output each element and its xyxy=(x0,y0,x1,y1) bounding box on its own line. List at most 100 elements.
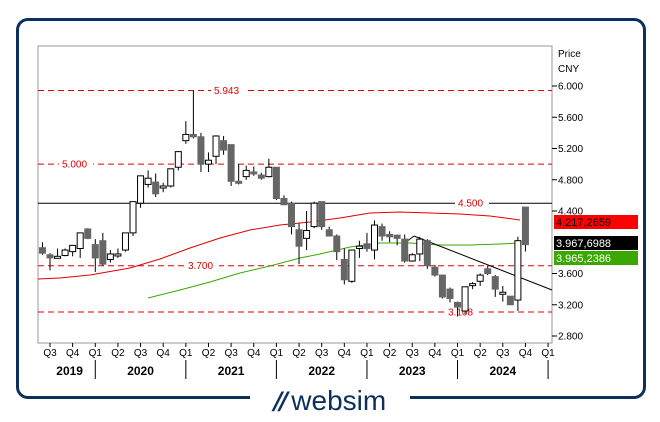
value-tag: 3.965,2386 xyxy=(554,251,638,265)
candle xyxy=(393,234,401,246)
candle xyxy=(416,236,424,261)
candle xyxy=(287,201,295,235)
level-line: 5.000 xyxy=(38,159,552,171)
value-tag: 3.967,6988 xyxy=(554,236,638,250)
candle xyxy=(69,244,77,257)
candle xyxy=(265,158,273,178)
candle xyxy=(212,135,220,165)
svg-text:3.965,2386: 3.965,2386 xyxy=(556,253,611,265)
value-tag: 4.217,2659 xyxy=(554,215,638,229)
trendline xyxy=(413,235,553,291)
candle xyxy=(182,121,190,144)
candle xyxy=(401,234,409,263)
candle xyxy=(446,287,454,303)
quarter-label: Q4 xyxy=(66,348,80,359)
candle xyxy=(167,168,175,188)
candle xyxy=(76,232,84,258)
quarter-label: Q3 xyxy=(134,348,148,359)
y-tick-label: 4.800 xyxy=(558,175,583,186)
year-label: 2021 xyxy=(218,364,245,378)
quarter-label: Q2 xyxy=(111,348,125,359)
plot-area xyxy=(37,45,553,344)
candle xyxy=(189,90,197,139)
quarter-label: Q1 xyxy=(451,348,465,359)
candle xyxy=(242,165,250,180)
x-axis: Q3 Q4 Q1 Q2 Q3 Q4 Q1 Q2 Q3 Q4 Q1 Q2 Q3 Q4 Q1 Q2 Q3 Q4 Q1 Q2… xyxy=(43,343,555,379)
candle xyxy=(144,170,152,188)
quarter-label: Q1 xyxy=(270,348,284,359)
quarter-label: Q4 xyxy=(428,348,442,359)
candle xyxy=(295,223,303,265)
year-label: 2019 xyxy=(56,364,83,378)
level-line: 3.700 xyxy=(38,260,552,272)
candle xyxy=(174,151,182,171)
candle xyxy=(220,136,228,155)
candle xyxy=(363,232,371,252)
level-label: 3.108 xyxy=(448,307,473,318)
candle xyxy=(521,206,529,252)
candle xyxy=(91,239,99,272)
candle xyxy=(152,173,160,197)
level-line: 5.943 xyxy=(38,85,552,97)
level-line: 3.108 xyxy=(38,306,552,318)
candle xyxy=(499,286,507,302)
long-ma-line xyxy=(37,211,521,280)
y-tick-label: 5.600 xyxy=(558,113,583,124)
candle xyxy=(114,248,122,258)
candle xyxy=(84,228,92,240)
candle xyxy=(484,265,492,276)
candle xyxy=(491,275,499,297)
svg-text:4.217,2659: 4.217,2659 xyxy=(556,217,611,229)
candle xyxy=(454,301,462,317)
candle xyxy=(227,144,235,186)
candle xyxy=(469,282,477,290)
candle xyxy=(408,253,416,262)
quarter-label: Q1 xyxy=(179,348,193,359)
quarter-label: Q2 xyxy=(292,348,306,359)
candle xyxy=(129,201,137,236)
year-label: 2023 xyxy=(399,364,426,378)
quarter-label: Q1 xyxy=(89,348,103,359)
quarter-label: Q1 xyxy=(360,348,374,359)
level-line: 4.500 xyxy=(38,198,552,210)
candle xyxy=(310,201,318,229)
candle xyxy=(431,264,439,277)
websim-mark-icon: // xyxy=(273,387,288,415)
candle xyxy=(280,195,288,206)
candle xyxy=(476,273,484,286)
quarter-label: Q3 xyxy=(406,348,420,359)
candle xyxy=(38,242,46,255)
candle xyxy=(325,226,333,237)
year-label: 2020 xyxy=(127,364,154,378)
candle xyxy=(106,250,114,263)
candle xyxy=(514,236,522,311)
candle xyxy=(204,152,212,172)
candle xyxy=(257,172,265,180)
year-label: 2024 xyxy=(489,364,516,378)
candle xyxy=(333,234,341,261)
level-label: 5.000 xyxy=(62,160,87,171)
y-axis-title: Price xyxy=(558,49,581,60)
quarter-label: Q4 xyxy=(157,348,171,359)
brand-name: websim xyxy=(291,385,387,416)
candle xyxy=(137,175,145,208)
candle xyxy=(54,248,62,259)
quarter-label: Q2 xyxy=(473,348,487,359)
candle xyxy=(340,248,348,285)
quarter-label: Q4 xyxy=(519,348,533,359)
candle xyxy=(355,240,363,258)
svg-text:3.967,6988: 3.967,6988 xyxy=(556,238,611,250)
quarter-label: Q2 xyxy=(202,348,216,359)
candle xyxy=(121,232,129,252)
candle xyxy=(348,249,356,283)
candle xyxy=(423,239,431,269)
y-tick-label: 4.400 xyxy=(558,207,583,218)
y-tick-label: 3.600 xyxy=(558,269,583,280)
websim-logo: // websim xyxy=(250,384,410,418)
quarter-label: Q3 xyxy=(224,348,238,359)
candle xyxy=(235,164,243,185)
y-axis-unit: CNY xyxy=(558,64,579,75)
y-tick-label: 3.200 xyxy=(558,300,583,311)
level-label: 4.500 xyxy=(458,199,483,210)
